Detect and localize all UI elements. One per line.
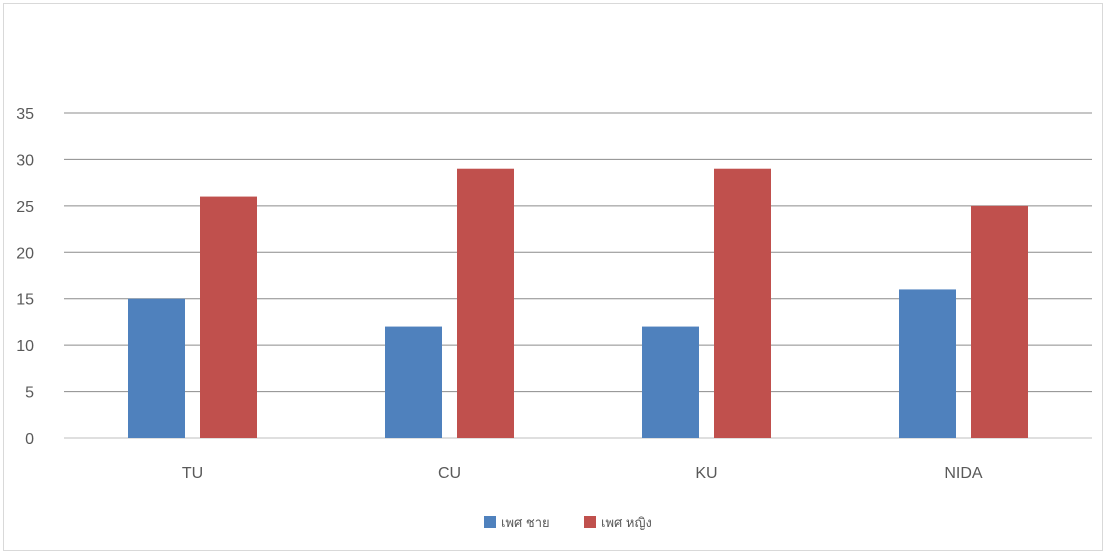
bar-ku-series-2 [714, 168, 771, 438]
x-category-label: KU [695, 465, 717, 482]
y-tick-label: 20 [16, 245, 34, 262]
legend-swatch [584, 516, 596, 528]
legend-label: เพศ หญิง [601, 515, 652, 530]
x-category-label: TU [182, 465, 203, 482]
bars [128, 168, 1028, 438]
y-axis-ticks: 0 5 10 15 20 25 30 35 [16, 106, 34, 448]
legend: เพศ ชาย เพศ หญิง [484, 515, 652, 530]
chart-frame [3, 3, 1103, 551]
y-tick-label: 0 [25, 431, 34, 448]
y-tick-label: 5 [25, 385, 34, 402]
y-tick-label: 25 [16, 199, 34, 216]
y-tick-label: 10 [16, 338, 34, 355]
bar-tu-series-1 [128, 298, 185, 438]
bar-cu-series-1 [385, 326, 442, 438]
legend-label: เพศ ชาย [501, 515, 550, 530]
bar-cu-series-2 [457, 168, 514, 438]
y-tick-label: 30 [16, 152, 34, 169]
y-tick-label: 15 [16, 292, 34, 309]
bar-nida-series-2 [971, 205, 1028, 438]
y-tick-label: 35 [16, 106, 34, 123]
x-axis-categories: TU CU KU NIDA [182, 465, 983, 482]
bar-nida-series-1 [899, 289, 956, 438]
bar-tu-series-2 [200, 196, 257, 438]
bar-ku-series-1 [642, 326, 699, 438]
legend-swatch [484, 516, 496, 528]
x-category-label: NIDA [944, 465, 983, 482]
x-category-label: CU [438, 465, 461, 482]
